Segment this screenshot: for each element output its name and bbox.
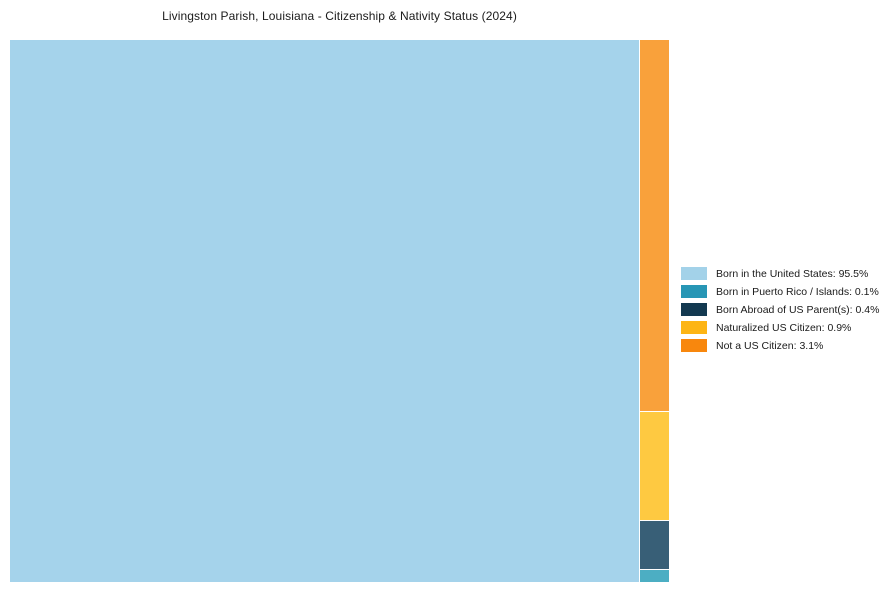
treemap-column (640, 40, 669, 582)
legend-swatch-born-abroad (681, 303, 707, 316)
legend-item-born-pr-islands: Born in Puerto Rico / Islands: 0.1% (681, 285, 879, 298)
legend-label-naturalized: Naturalized US Citizen: 0.9% (716, 321, 852, 334)
legend-item-born-abroad: Born Abroad of US Parent(s): 0.4% (681, 303, 879, 316)
treemap (10, 40, 669, 582)
legend-label-not-citizen: Not a US Citizen: 3.1% (716, 339, 824, 352)
legend-swatch-naturalized (681, 321, 707, 334)
legend-item-naturalized: Naturalized US Citizen: 0.9% (681, 321, 879, 334)
legend-swatch-born-us (681, 267, 707, 280)
treemap-block-born-pr-islands (640, 570, 669, 582)
treemap-block-born-us (10, 40, 640, 582)
legend-swatch-born-pr-islands (681, 285, 707, 298)
legend-swatch-not-citizen (681, 339, 707, 352)
treemap-block-not-citizen (640, 40, 669, 412)
legend: Born in the United States: 95.5% Born in … (681, 267, 879, 352)
legend-label-born-us: Born in the United States: 95.5% (716, 267, 869, 280)
legend-item-born-us: Born in the United States: 95.5% (681, 267, 879, 280)
treemap-block-born-abroad (640, 521, 669, 570)
legend-item-not-citizen: Not a US Citizen: 3.1% (681, 339, 879, 352)
legend-label-born-abroad: Born Abroad of US Parent(s): 0.4% (716, 303, 880, 316)
treemap-block-naturalized (640, 412, 669, 521)
chart-title: Livingston Parish, Louisiana - Citizensh… (162, 9, 517, 23)
legend-label-born-pr-islands: Born in Puerto Rico / Islands: 0.1% (716, 285, 879, 298)
